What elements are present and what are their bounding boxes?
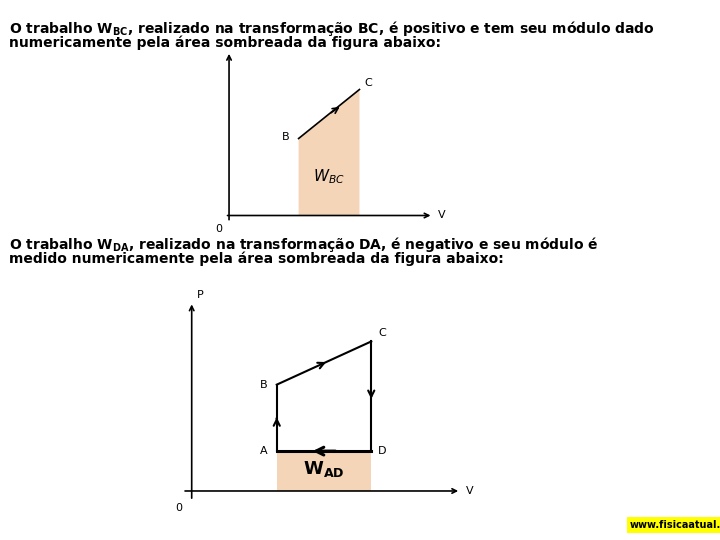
Polygon shape	[299, 90, 359, 215]
Text: V: V	[438, 211, 446, 220]
Text: P: P	[233, 39, 240, 49]
Text: 0: 0	[175, 503, 182, 512]
Text: $W_{BC}$: $W_{BC}$	[313, 167, 345, 186]
Text: C: C	[364, 78, 372, 88]
Text: C: C	[378, 328, 386, 338]
Text: B: B	[260, 380, 267, 390]
Text: O trabalho $\mathbf{W_{BC}}$, realizado na transformação BC, é positivo e tem se: O trabalho $\mathbf{W_{BC}}$, realizado …	[9, 19, 655, 38]
Text: $\mathbf{W_{AD}}$: $\mathbf{W_{AD}}$	[303, 460, 345, 480]
Text: numericamente pela área sombreada da figura abaixo:: numericamente pela área sombreada da fig…	[9, 35, 441, 50]
Text: P: P	[197, 290, 203, 300]
Text: V: V	[466, 486, 473, 496]
Text: O trabalho $\mathbf{W_{DA}}$, realizado na transformação DA, é negativo e seu mó: O trabalho $\mathbf{W_{DA}}$, realizado …	[9, 235, 599, 254]
Text: medido numericamente pela área sombreada da figura abaixo:: medido numericamente pela área sombreada…	[9, 251, 504, 266]
Text: A: A	[260, 446, 267, 456]
Text: B: B	[282, 132, 289, 141]
Text: 0: 0	[215, 224, 222, 234]
Text: D: D	[378, 446, 387, 456]
Text: www.fisicaatual.com.br: www.fisicaatual.com.br	[630, 520, 720, 530]
Polygon shape	[276, 451, 372, 491]
